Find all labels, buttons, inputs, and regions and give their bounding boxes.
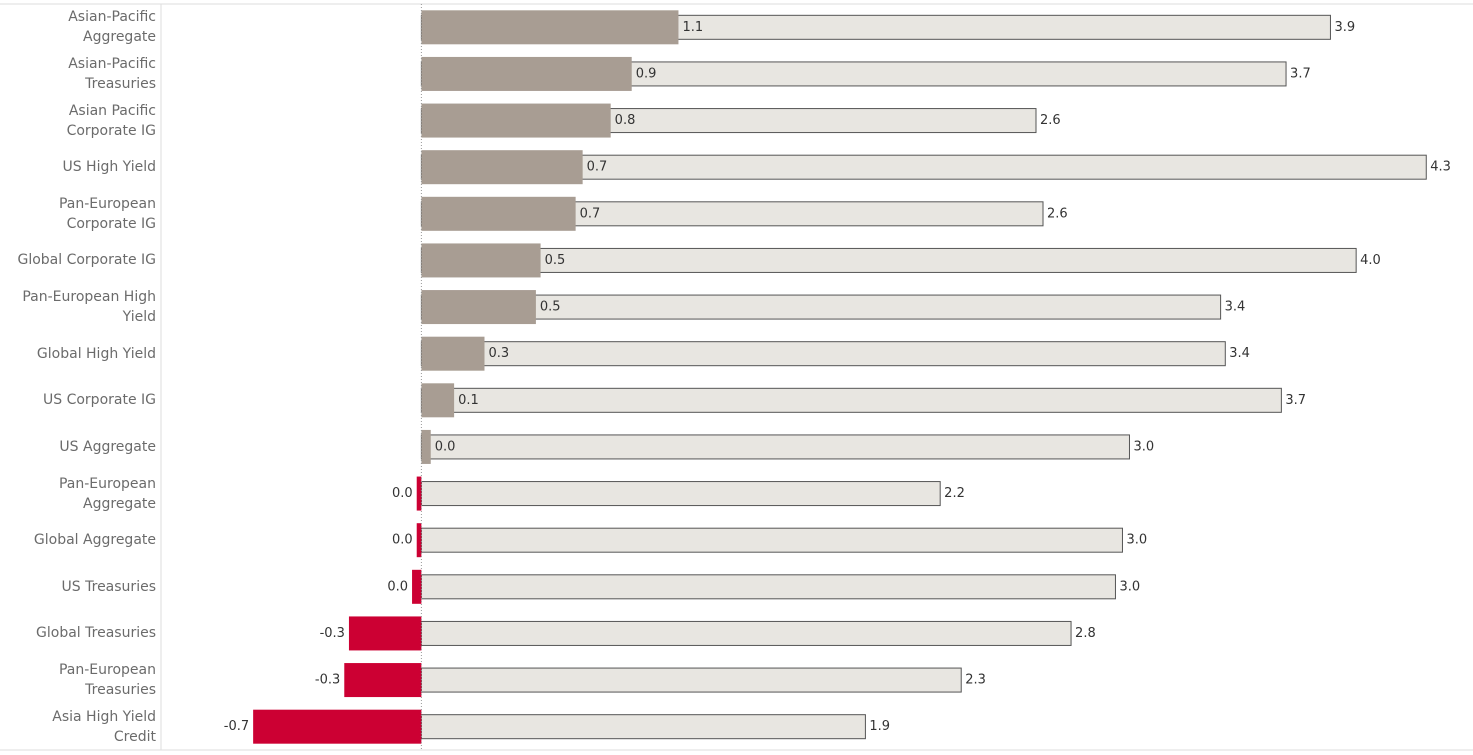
category-label: Global Corporate IG [17,252,156,269]
value-label: 3.0 [1119,579,1140,594]
value-label: 0.5 [545,253,566,268]
total-bar [420,434,1130,460]
value-label: 0.0 [387,579,408,594]
value-label: 3.7 [1290,66,1311,81]
value-label: 1.1 [682,20,703,35]
value-label: 0.0 [435,439,456,454]
value-label: 2.8 [1075,626,1096,641]
change-bar [421,383,455,418]
change-bar [253,709,422,744]
category-label: Global Aggregate [33,532,156,549]
category-label: Pan-European High Yield [22,289,156,326]
value-label: 2.6 [1047,206,1068,221]
change-bar [421,196,576,231]
value-label: 0.7 [580,206,601,221]
change-bar [412,569,422,604]
value-label: 3.4 [1225,300,1246,315]
total-bar [420,247,1357,273]
value-label: 2.3 [965,673,986,688]
value-label: 3.7 [1285,393,1306,408]
category-label: US Treasuries [61,578,156,595]
category-label: Pan-European Treasuries [58,662,156,699]
value-label: 0.3 [488,346,509,361]
category-label: Pan-European Corporate IG [58,195,156,232]
category-label: Asian-Pacific Aggregate [68,9,156,46]
total-bar [420,667,962,693]
change-bar [344,663,422,698]
change-bar [421,150,583,185]
value-label: 3.0 [1126,533,1147,548]
change-bar [416,476,422,511]
total-bar [420,341,1226,367]
change-bar [421,429,431,464]
change-bar [421,336,485,371]
value-label: 4.3 [1430,160,1451,175]
value-label: -0.3 [315,673,340,688]
change-bar [421,243,541,278]
category-label: Pan-European Aggregate [58,475,156,512]
total-bar [420,294,1222,320]
total-bar [420,387,1282,413]
change-bar [421,56,632,91]
value-label: 1.9 [869,719,890,734]
value-label: -0.7 [224,719,249,734]
change-bar [348,616,422,651]
change-bar [421,103,611,138]
total-bar [420,620,1072,646]
category-label: Global Treasuries [36,625,156,642]
category-label: Global High Yield [36,345,156,362]
value-label: 2.2 [944,486,965,501]
change-bar [421,290,536,325]
total-bar [420,574,1116,600]
value-label: 4.0 [1360,253,1381,268]
value-label: 0.9 [636,66,657,81]
value-label: 0.1 [458,393,479,408]
value-label: 3.4 [1229,346,1250,361]
value-label: 0.0 [392,486,413,501]
category-label: Asia High Yield Credit [52,708,156,745]
value-label: 0.7 [587,160,608,175]
total-bar [420,154,1427,180]
change-bar [421,10,679,45]
value-label: 3.0 [1133,439,1154,454]
value-label: 0.0 [392,533,413,548]
value-label: -0.3 [320,626,345,641]
category-label: Asian Pacific Corporate IG [66,102,156,139]
category-label: Asian-Pacific Treasuries [68,55,156,92]
value-label: 3.9 [1334,20,1355,35]
category-label: US High Yield [62,159,156,176]
value-label: 0.5 [540,300,561,315]
total-bar [420,481,941,507]
total-bar [420,714,866,740]
total-bar [420,527,1123,553]
value-label: 2.6 [1040,113,1061,128]
value-label: 0.8 [615,113,636,128]
change-bar [416,523,422,558]
category-label: US Corporate IG [43,392,156,409]
category-label: US Aggregate [59,438,156,455]
